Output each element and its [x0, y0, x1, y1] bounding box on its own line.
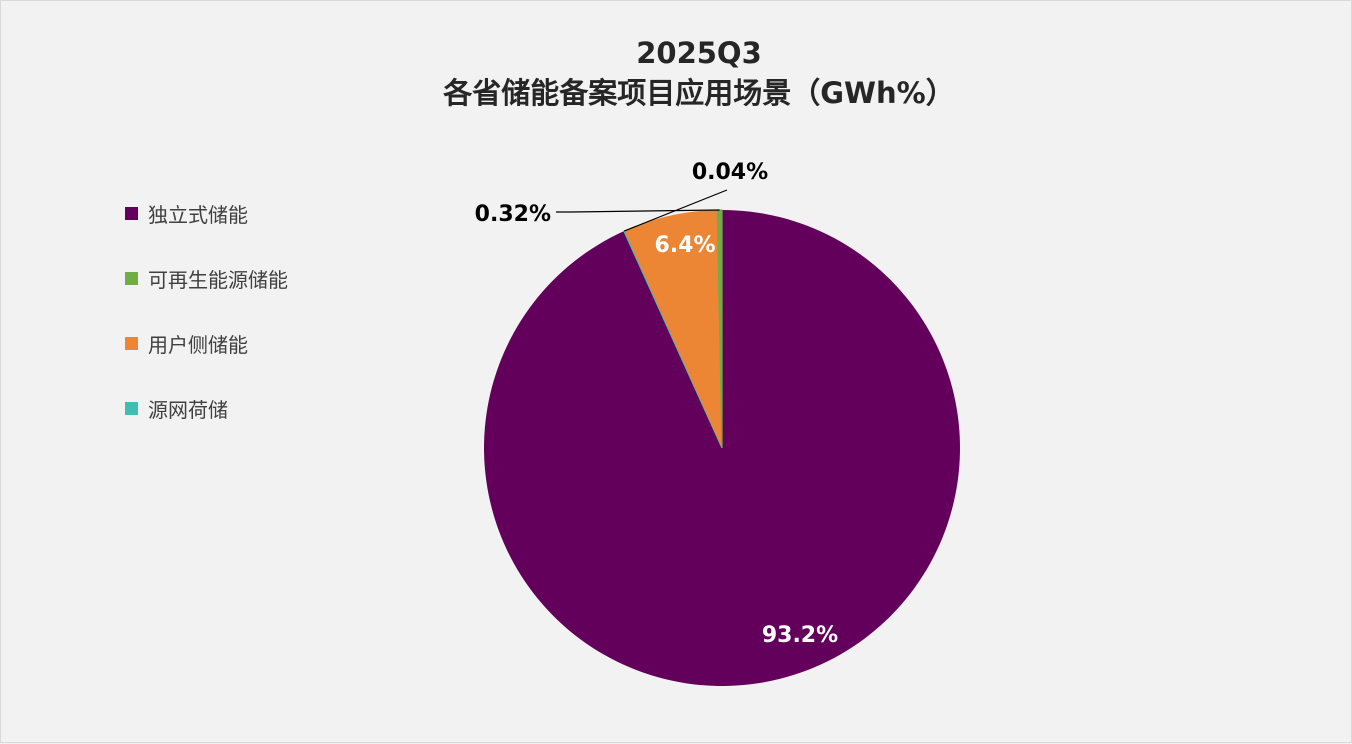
data-label-user-side: 6.4%	[654, 233, 715, 258]
legend-item-source-grid-load-storage: 源网荷储	[125, 394, 288, 422]
legend-label-independent: 独立式储能	[148, 202, 248, 227]
legend-label-user-side: 用户侧储能	[148, 332, 248, 357]
chart-title-line1: 2025Q3	[636, 36, 762, 70]
legend-swatch-source-grid-load-storage	[125, 401, 138, 415]
data-label-independent: 93.2%	[762, 623, 838, 648]
legend-swatch-renewable	[125, 271, 138, 285]
legend-item-renewable: 可再生能源储能	[125, 264, 288, 292]
chart-title: 2025Q3 各省储能备案项目应用场景（GWh%）	[1, 33, 1352, 113]
data-label-source-grid-load-storage: 0.04%	[692, 160, 768, 185]
data-label-renewable: 0.32%	[475, 202, 551, 227]
leader-line-renewable	[556, 209, 720, 213]
legend-label-renewable: 可再生能源储能	[148, 267, 288, 292]
legend-item-user-side: 用户侧储能	[125, 329, 288, 357]
pie-slice-user-side	[624, 210, 722, 448]
legend: 独立式储能 可再生能源储能 用户侧储能 源网荷储	[125, 199, 288, 459]
legend-item-independent: 独立式储能	[125, 199, 288, 227]
legend-label-source-grid-load-storage: 源网荷储	[148, 397, 228, 422]
chart-title-line2: 各省储能备案项目应用场景（GWh%）	[443, 76, 955, 110]
legend-swatch-independent	[125, 206, 138, 220]
legend-swatch-user-side	[125, 336, 138, 350]
